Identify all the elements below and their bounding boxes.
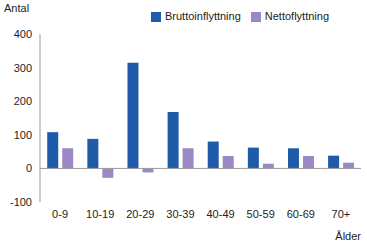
svg-text:400: 400 [14, 28, 32, 40]
html-text:Antal: Antal [4, 2, 30, 14]
html-text:Ålder: Ålder [335, 230, 361, 242]
svg-text:100: 100 [14, 129, 32, 141]
html-text:Bruttoinflyttning: Bruttoinflyttning [165, 10, 241, 22]
svg-text:0-9: 0-9 [52, 208, 68, 220]
svg-text:300: 300 [14, 62, 32, 74]
svg-text:10-19: 10-19 [86, 208, 114, 220]
svg-text:20-29: 20-29 [126, 208, 154, 220]
svg-text:-100: -100 [10, 196, 32, 208]
svg-text:60-69: 60-69 [287, 208, 315, 220]
svg-text:40-49: 40-49 [206, 208, 234, 220]
svg-text:30-39: 30-39 [166, 208, 194, 220]
svg-text:200: 200 [14, 95, 32, 107]
html-text:Nettoflyttning: Nettoflyttning [264, 10, 329, 22]
svg-text:70+: 70+ [332, 208, 351, 220]
svg-text:50-59: 50-59 [247, 208, 275, 220]
svg-text:0: 0 [26, 162, 32, 174]
